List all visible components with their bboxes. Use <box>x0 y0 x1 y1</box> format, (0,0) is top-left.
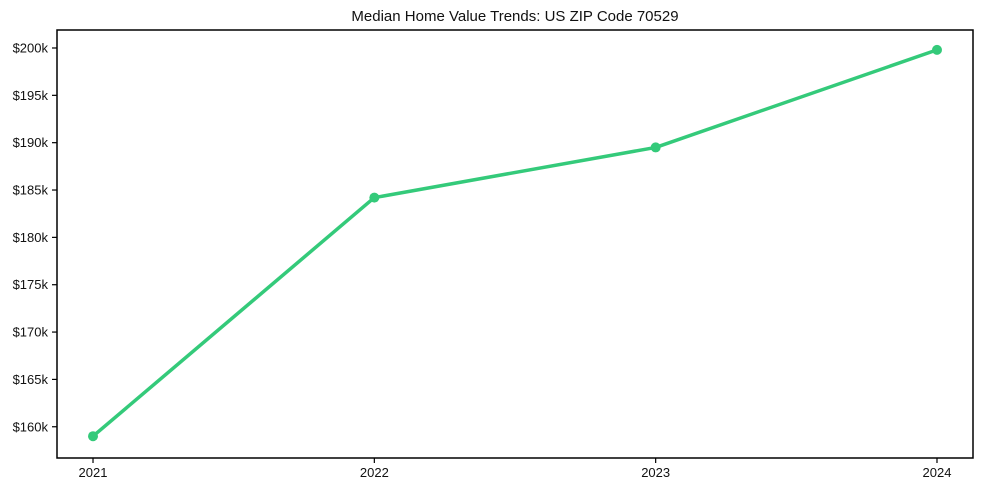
data-point-2022 <box>369 192 380 203</box>
trend-line <box>91 48 939 438</box>
y-tick-label: $165k <box>13 372 49 387</box>
y-tick-label: $175k <box>13 277 49 292</box>
x-tick-label: 2023 <box>641 465 670 480</box>
y-tick-label: $160k <box>13 419 49 434</box>
x-tick-label: 2024 <box>923 465 952 480</box>
x-tick-label: 2022 <box>360 465 389 480</box>
y-tick-label: $190k <box>13 135 49 150</box>
y-tick-label: $180k <box>13 230 49 245</box>
x-tick-label: 2021 <box>79 465 108 480</box>
y-tick-label: $170k <box>13 325 49 340</box>
y-tick-label: $185k <box>13 183 49 198</box>
chart-title: Median Home Value Trends: US ZIP Code 70… <box>351 8 679 25</box>
plot-border <box>56 29 974 459</box>
y-tick-label: $195k <box>13 88 49 103</box>
y-tick-label: $200k <box>13 40 49 55</box>
data-point-2024 <box>931 44 942 55</box>
data-point-2021 <box>88 431 99 442</box>
data-point-2023 <box>650 142 661 153</box>
